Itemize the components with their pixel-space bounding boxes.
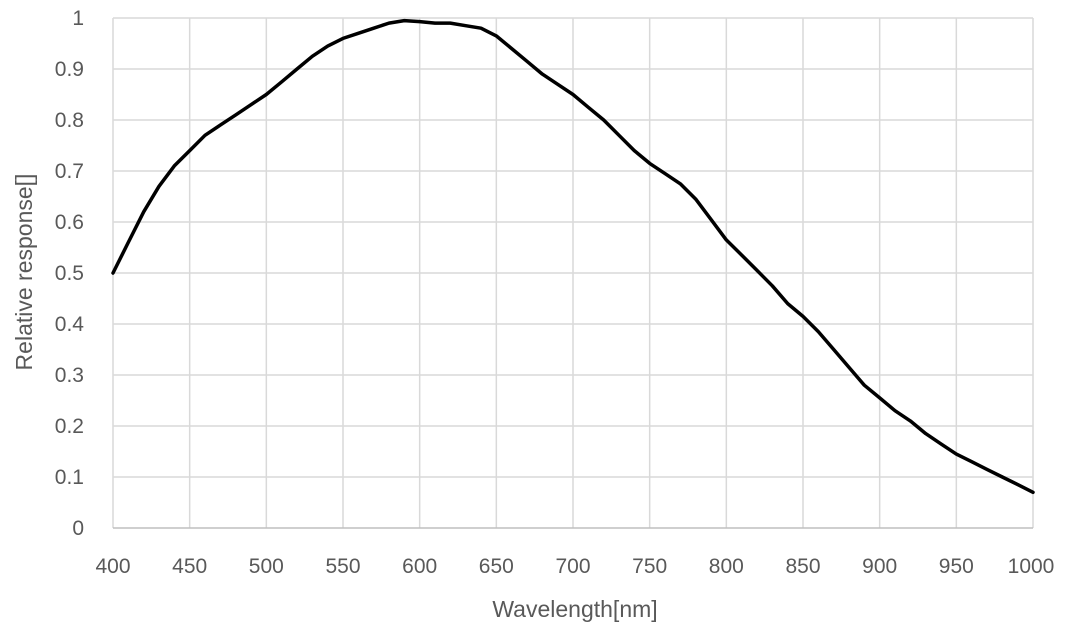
tick-labels: 0 0.1 0.2 0.3 0.4 0.5 0.6 0.7 0.8 0.9 1 400 450 500 55… <box>55 7 1055 578</box>
y-tick-label: 1 <box>72 7 84 30</box>
grid <box>112 17 1034 528</box>
y-tick-label: 0.9 <box>55 58 84 81</box>
y-tick-label: 0 <box>72 517 84 540</box>
series-group <box>111 18 1035 495</box>
x-tick-label: 950 <box>939 555 974 578</box>
x-tick-label: 400 <box>95 555 130 578</box>
x-tick-label: 850 <box>785 555 820 578</box>
x-tick-label: 600 <box>402 555 437 578</box>
y-tick-label: 0.2 <box>55 415 84 438</box>
y-tick-label: 0.4 <box>55 313 85 336</box>
series-line <box>111 18 1035 495</box>
x-tick-label: 650 <box>479 555 514 578</box>
y-tick-label: 0.3 <box>55 364 84 387</box>
y-tick-label: 0.8 <box>55 109 84 132</box>
x-tick-label: 550 <box>325 555 360 578</box>
x-tick-label: 1000 <box>1008 555 1055 578</box>
y-tick-label: 0.1 <box>55 466 84 489</box>
x-axis-title: Wavelength[nm] <box>492 596 657 622</box>
x-tick-label: 900 <box>862 555 897 578</box>
x-tick-label: 500 <box>249 555 284 578</box>
x-tick-label: 450 <box>172 555 207 578</box>
x-tick-label: 750 <box>632 555 667 578</box>
y-axis-title: Relative response[] <box>11 174 37 371</box>
y-tick-label: 0.7 <box>55 160 84 183</box>
y-tick-label: 0.5 <box>55 262 84 285</box>
x-tick-label: 700 <box>555 555 590 578</box>
x-tick-label: 800 <box>709 555 744 578</box>
y-tick-label: 0.6 <box>55 211 84 234</box>
